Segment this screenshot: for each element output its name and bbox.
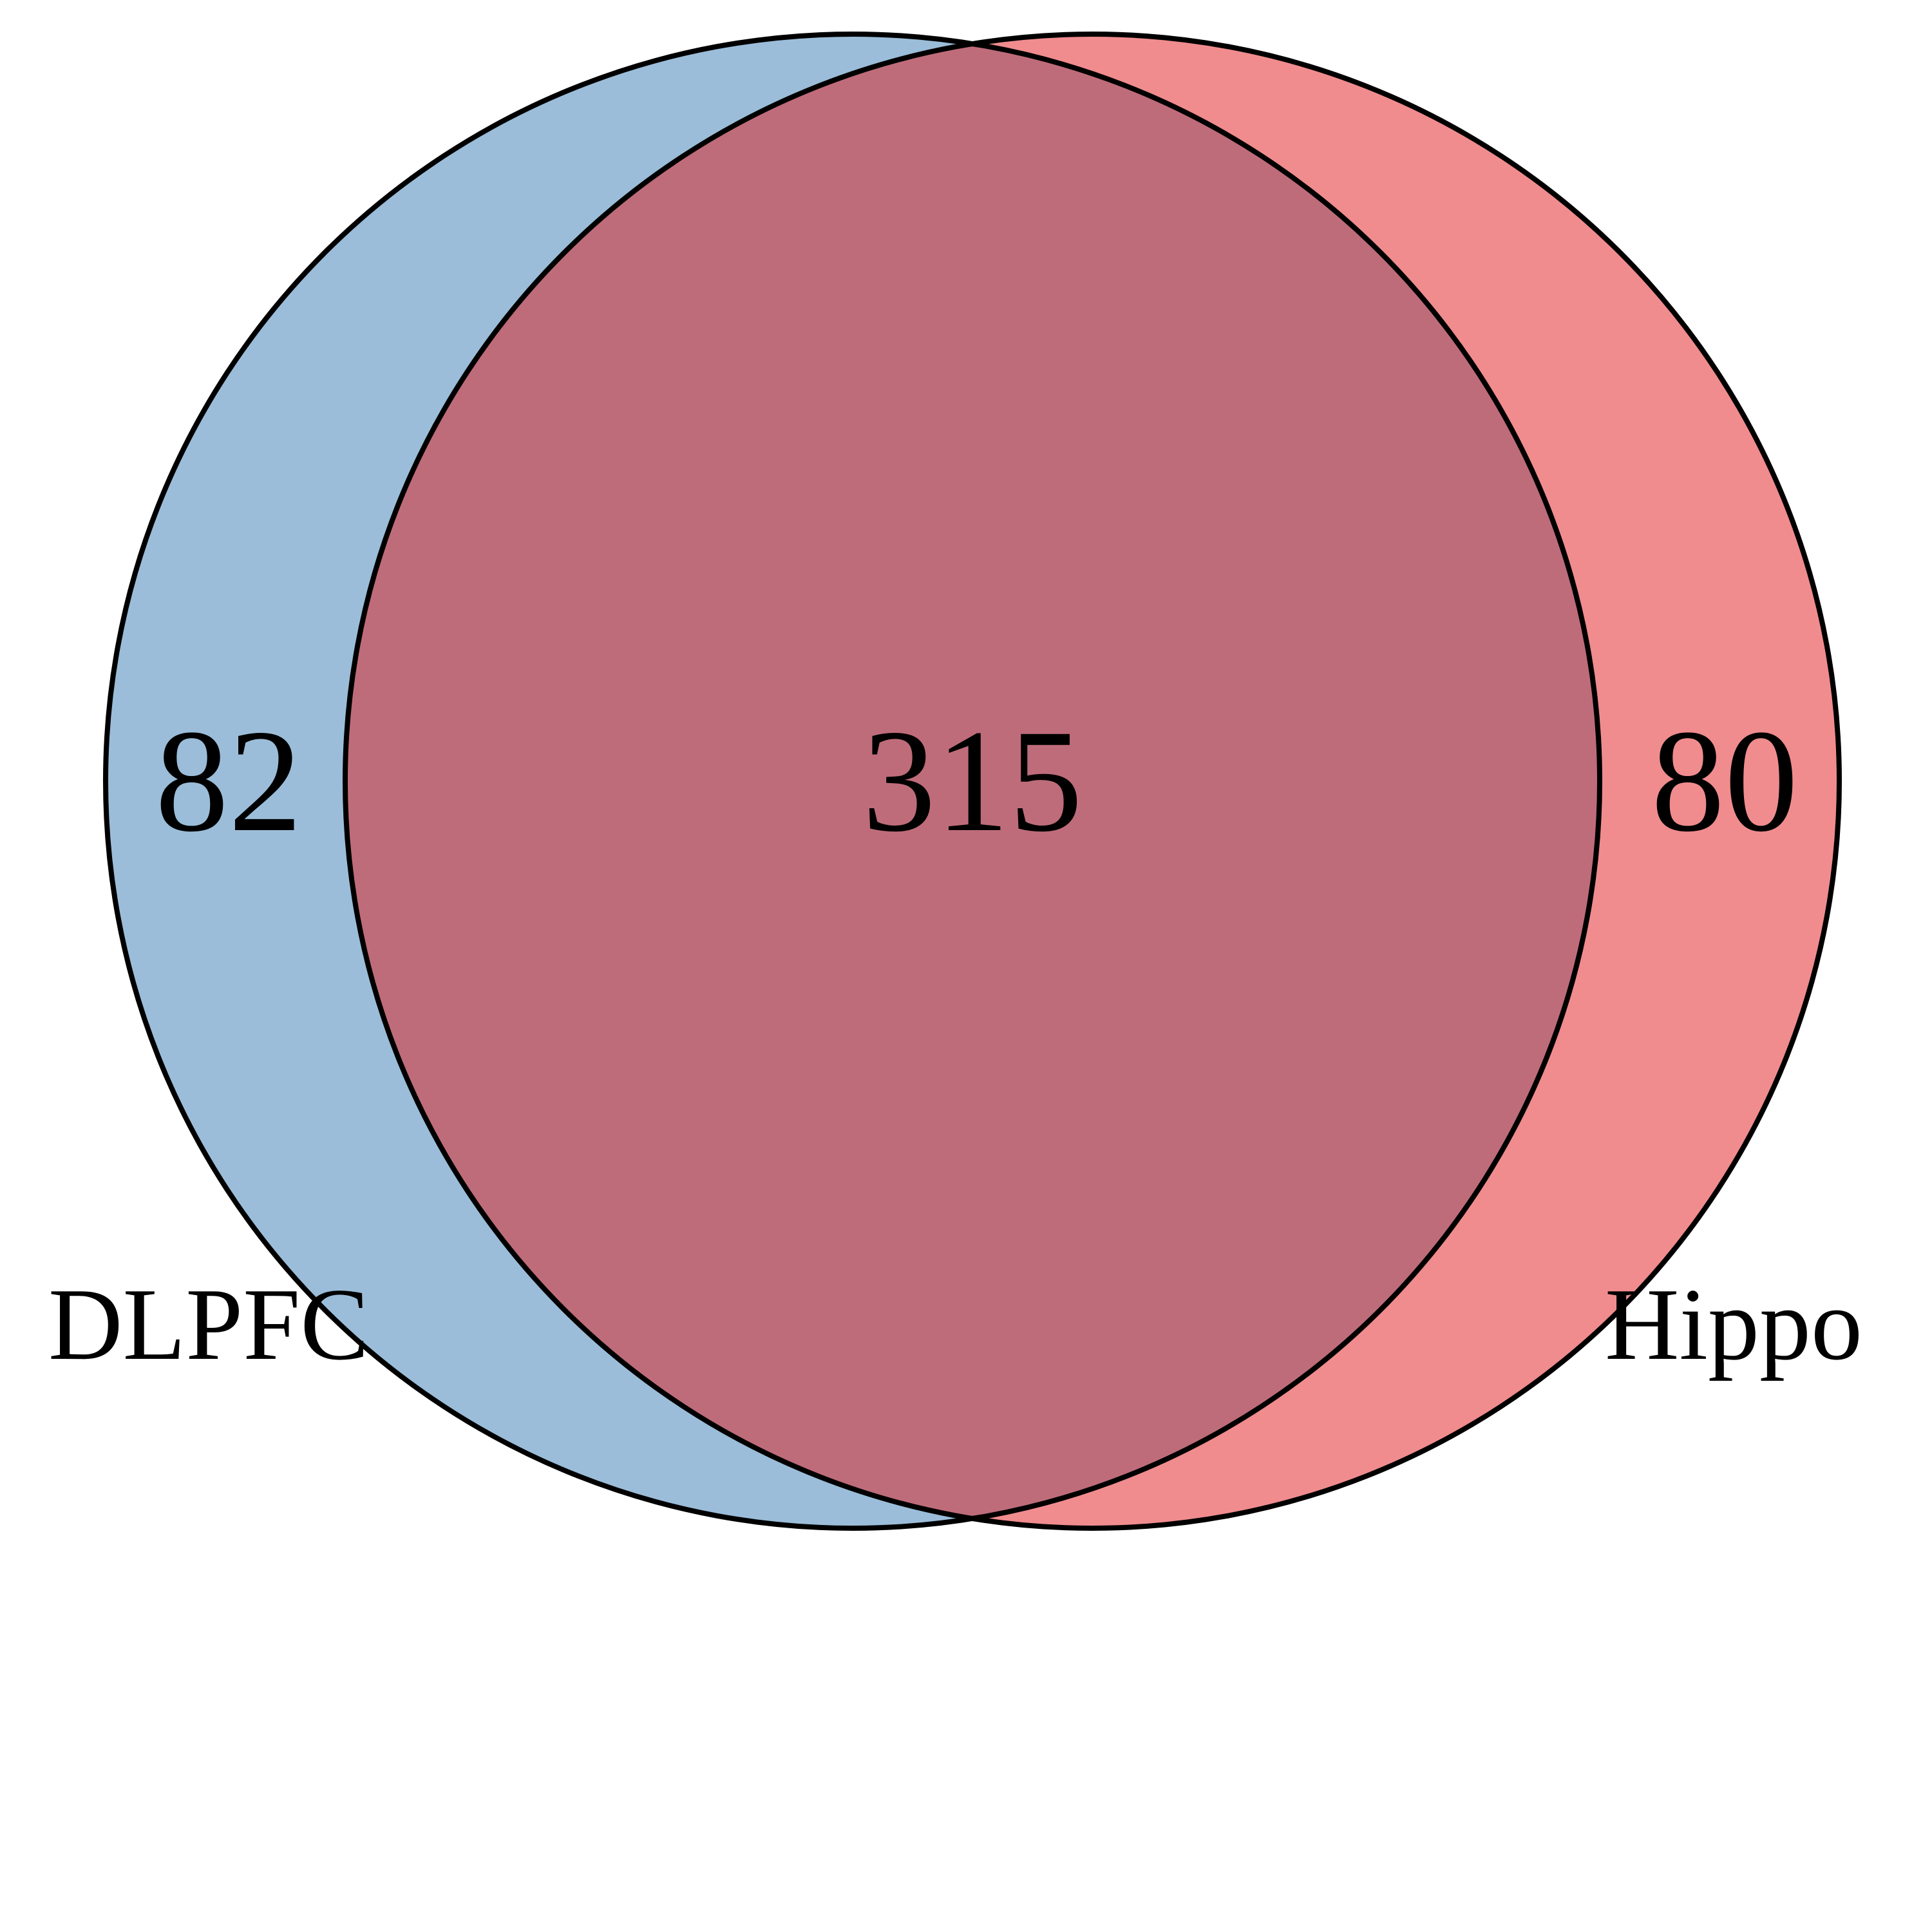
set-label-dlpfc: DLPFC bbox=[48, 1267, 369, 1381]
count-both: 315 bbox=[862, 700, 1083, 862]
overlap-region bbox=[345, 34, 1600, 1528]
count-only-dlpfc: 82 bbox=[155, 700, 302, 862]
dlpfc-circle-outline bbox=[103, 32, 1602, 1531]
set-label-hippo: Hippo bbox=[1605, 1267, 1862, 1381]
hippo-circle-outline bbox=[343, 32, 1842, 1531]
count-only-hippo: 80 bbox=[1651, 700, 1798, 862]
